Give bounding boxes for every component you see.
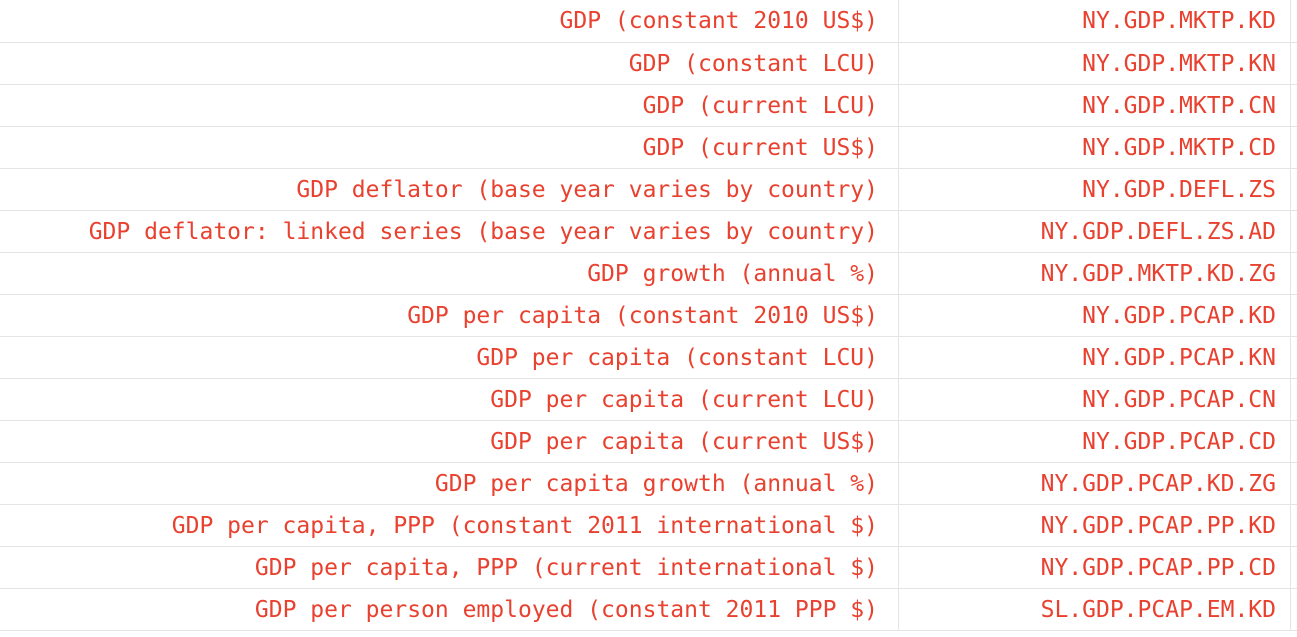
indicator-code-cell[interactable]: NY.GDP.MKTP.KN (1082, 50, 1276, 77)
table-row[interactable]: GDP per capita (current LCU) NY.GDP.PCAP… (0, 379, 1297, 421)
indicator-name-cell[interactable]: GDP (current LCU) (0, 85, 899, 126)
indicator-code-cell[interactable]: NY.GDP.PCAP.CD (1082, 428, 1276, 455)
column-edge (1290, 547, 1297, 588)
indicator-code-cell[interactable]: NY.GDP.PCAP.PP.KD (1040, 512, 1276, 539)
indicator-code-cell[interactable]: NY.GDP.MKTP.CN (1082, 92, 1276, 119)
indicator-name-cell[interactable]: GDP per capita, PPP (constant 2011 inter… (0, 505, 899, 546)
column-edge (1290, 169, 1297, 210)
indicator-name-cell[interactable]: GDP per capita growth (annual %) (0, 463, 899, 504)
table-row[interactable]: GDP deflator (base year varies by countr… (0, 169, 1297, 211)
indicator-name-cell[interactable]: GDP per capita (current US$) (0, 421, 899, 462)
table-row[interactable]: GDP per capita growth (annual %) NY.GDP.… (0, 463, 1297, 505)
indicator-code-cell[interactable]: NY.GDP.MKTP.KD (1082, 8, 1276, 34)
table-row[interactable]: GDP (constant LCU) NY.GDP.MKTP.KN (0, 43, 1297, 85)
indicator-name-cell[interactable]: GDP (constant 2010 US$) (0, 0, 899, 42)
indicator-code-cell[interactable]: NY.GDP.DEFL.ZS (1082, 176, 1276, 203)
column-edge (1290, 127, 1297, 168)
indicator-code-cell[interactable]: NY.GDP.PCAP.KN (1082, 344, 1276, 371)
indicator-name-cell[interactable]: GDP per person employed (constant 2011 P… (0, 589, 899, 630)
table-row[interactable]: GDP (constant 2010 US$) NY.GDP.MKTP.KD (0, 0, 1297, 43)
table-row[interactable]: GDP growth (annual %) NY.GDP.MKTP.KD.ZG (0, 253, 1297, 295)
indicator-name-cell[interactable]: GDP deflator: linked series (base year v… (0, 211, 899, 252)
indicator-code-cell[interactable]: NY.GDP.PCAP.PP.CD (1040, 554, 1276, 581)
indicator-name-cell[interactable]: GDP (constant LCU) (0, 43, 899, 84)
indicator-name-cell[interactable]: GDP per capita, PPP (current internation… (0, 547, 899, 588)
column-edge (1290, 85, 1297, 126)
indicator-code-cell[interactable]: NY.GDP.MKTP.CD (1082, 134, 1276, 161)
table-row[interactable]: GDP per capita (constant LCU) NY.GDP.PCA… (0, 337, 1297, 379)
indicator-name-cell[interactable]: GDP per capita (constant 2010 US$) (0, 295, 899, 336)
column-edge (1290, 0, 1297, 42)
table-row[interactable]: GDP per capita (constant 2010 US$) NY.GD… (0, 295, 1297, 337)
indicator-name-cell[interactable]: GDP per capita (current LCU) (0, 379, 899, 420)
indicator-code-cell[interactable]: NY.GDP.PCAP.KD (1082, 302, 1276, 329)
column-edge (1290, 421, 1297, 462)
table-row[interactable]: GDP deflator: linked series (base year v… (0, 211, 1297, 253)
column-edge (1290, 505, 1297, 546)
indicator-name-cell[interactable]: GDP per capita (constant LCU) (0, 337, 899, 378)
indicator-code-cell[interactable]: SL.GDP.PCAP.EM.KD (1040, 596, 1276, 623)
column-edge (1290, 43, 1297, 84)
table-row[interactable]: GDP per person employed (constant 2011 P… (0, 589, 1297, 631)
column-edge (1290, 337, 1297, 378)
table-row[interactable]: GDP per capita (current US$) NY.GDP.PCAP… (0, 421, 1297, 463)
indicator-code-cell[interactable]: NY.GDP.PCAP.KD.ZG (1040, 470, 1276, 497)
indicator-name-cell[interactable]: GDP growth (annual %) (0, 253, 899, 294)
table-row[interactable]: GDP per capita, PPP (current internation… (0, 547, 1297, 589)
column-edge (1290, 379, 1297, 420)
indicator-name-cell[interactable]: GDP deflator (base year varies by countr… (0, 169, 899, 210)
column-edge (1290, 463, 1297, 504)
indicator-code-cell[interactable]: NY.GDP.PCAP.CN (1082, 386, 1276, 413)
table-row[interactable]: GDP (current LCU) NY.GDP.MKTP.CN (0, 85, 1297, 127)
column-edge (1290, 253, 1297, 294)
indicator-code-cell[interactable]: NY.GDP.DEFL.ZS.AD (1040, 218, 1276, 245)
column-edge (1290, 589, 1297, 630)
table-row[interactable]: GDP per capita, PPP (constant 2011 inter… (0, 505, 1297, 547)
table-row[interactable]: GDP (current US$) NY.GDP.MKTP.CD (0, 127, 1297, 169)
column-edge (1290, 295, 1297, 336)
column-edge (1290, 211, 1297, 252)
indicator-code-cell[interactable]: NY.GDP.MKTP.KD.ZG (1040, 260, 1276, 287)
indicator-name-cell[interactable]: GDP (current US$) (0, 127, 899, 168)
